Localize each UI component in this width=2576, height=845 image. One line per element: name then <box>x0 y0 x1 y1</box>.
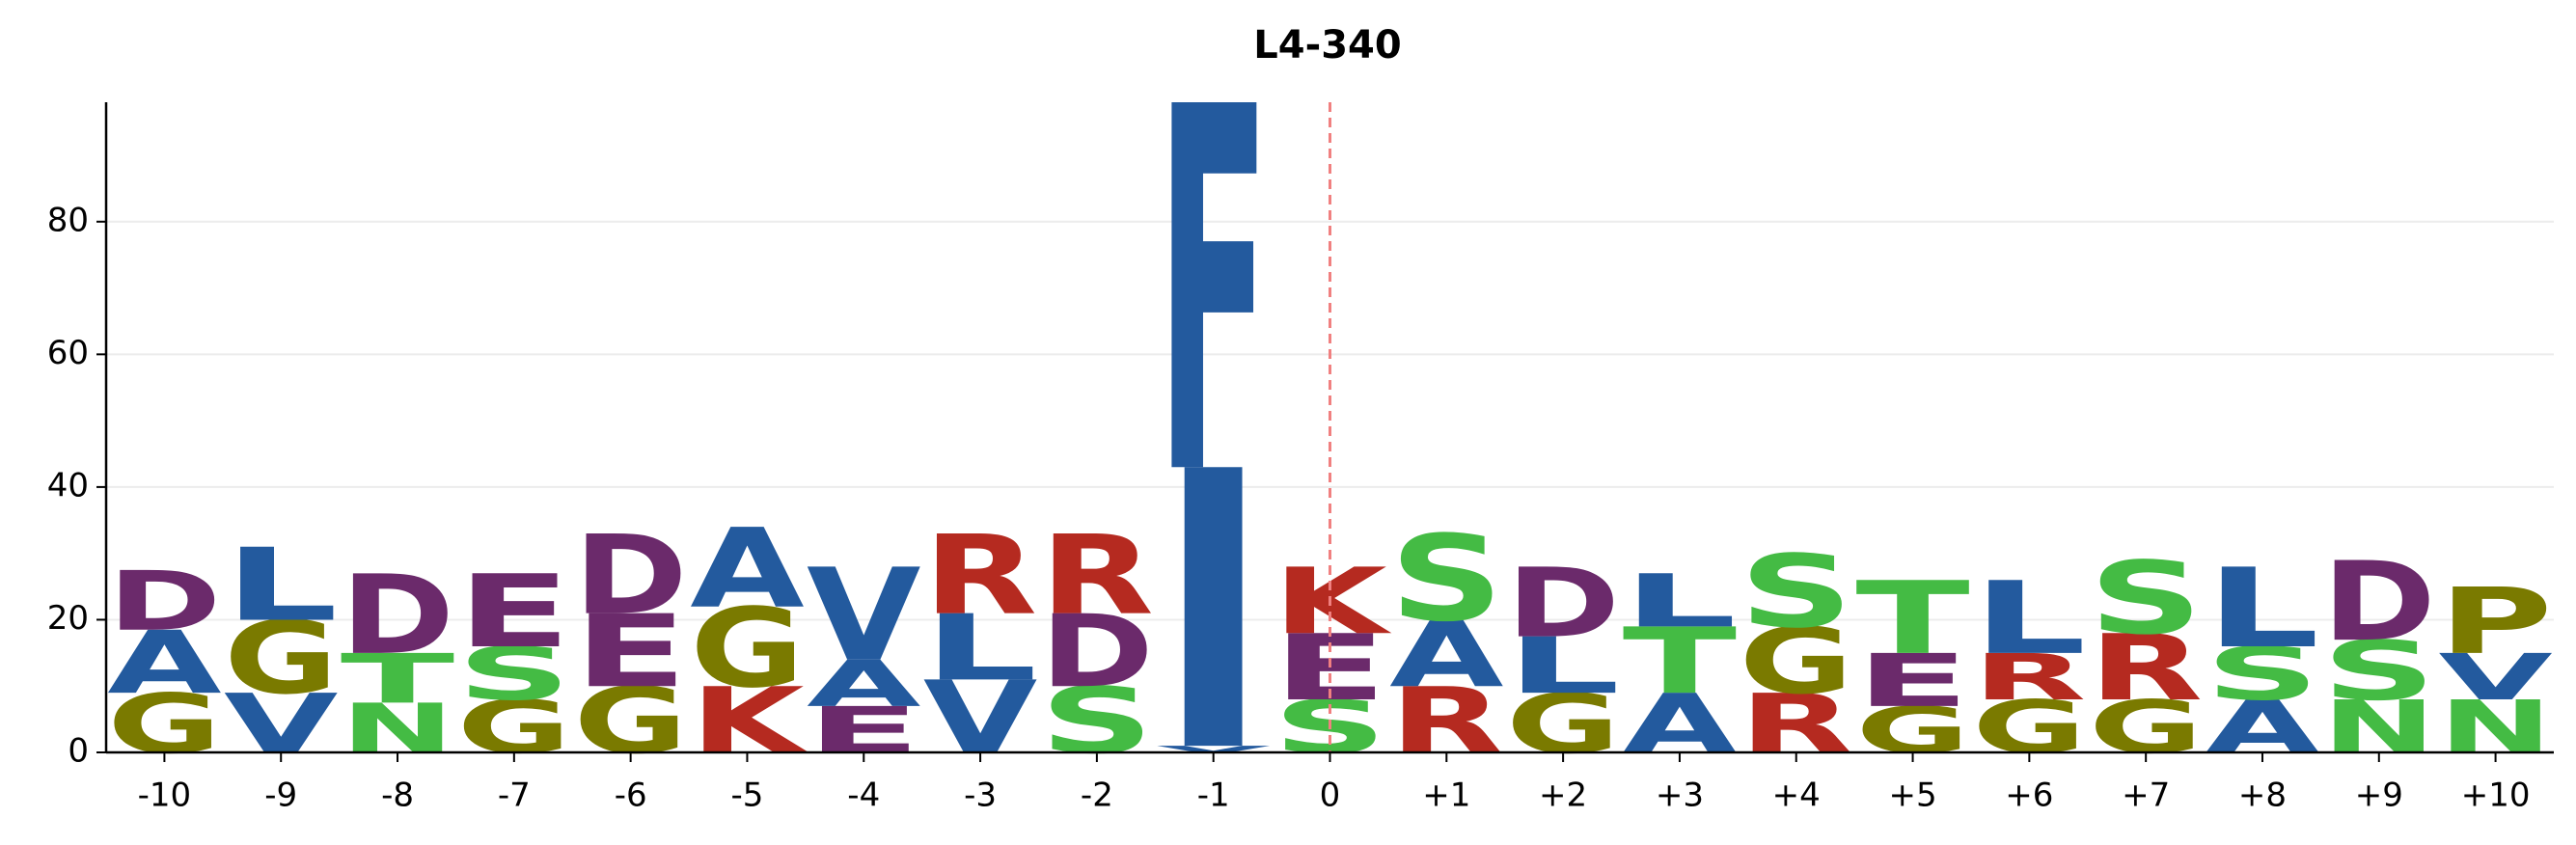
logo-letter: A <box>807 646 921 721</box>
x-tick-label: -9 <box>264 777 297 815</box>
logo-letter: G <box>1740 609 1853 715</box>
y-tick-label: 60 <box>47 334 89 372</box>
logo-letter: S <box>457 632 571 717</box>
logo-letter: V <box>923 660 1038 777</box>
x-tick-label: -5 <box>730 777 763 815</box>
logo-letter: N <box>2438 685 2552 770</box>
logo-letter: S <box>1740 534 1853 651</box>
logo-letter: L <box>224 528 338 644</box>
x-tick-label: +3 <box>1656 777 1704 815</box>
logo-letter: S <box>1389 511 1503 648</box>
logo-letter: R <box>1740 676 1853 772</box>
x-tick-label: +4 <box>1772 777 1821 815</box>
logo-letter: E <box>573 593 687 710</box>
logo-letter: E <box>1855 639 1969 723</box>
logo-letter: A <box>1389 602 1503 708</box>
y-tick-label: 40 <box>47 466 89 504</box>
x-tick-label: +9 <box>2355 777 2403 815</box>
logo-letter: R <box>2089 615 2203 722</box>
logo-letter: G <box>1972 685 2086 770</box>
logo-letter: A <box>2206 685 2320 770</box>
logo-letter: V <box>1156 744 1270 754</box>
logo-letter: K <box>690 668 809 775</box>
logo-letter: L <box>1972 560 2086 677</box>
logo-letter: T <box>1623 609 1737 715</box>
chart-title: L4-340 <box>1253 23 1401 68</box>
logo-letter: D <box>1040 593 1154 710</box>
logo-letter: E <box>457 554 571 670</box>
logo-letter: L <box>2206 546 2319 672</box>
logo-letter: G <box>573 668 687 775</box>
logo-letter: F <box>1156 4 1270 586</box>
logo-letter: R <box>923 513 1037 640</box>
x-tick-label: 0 <box>1320 777 1341 815</box>
x-tick-label: -2 <box>1081 777 1113 815</box>
x-tick-label: +2 <box>1539 777 1587 815</box>
logo-letter: V <box>2438 640 2553 714</box>
y-tick-label: 80 <box>47 201 89 239</box>
logo-letter: N <box>341 690 454 769</box>
x-tick-label: -7 <box>498 777 531 815</box>
logo-letter: E <box>807 693 920 767</box>
logo-letter: G <box>1506 676 1620 772</box>
logo-letter: R <box>1389 668 1503 775</box>
logo-letter: S <box>2322 623 2436 719</box>
logo-letter: D <box>341 553 454 679</box>
x-tick-label: -3 <box>964 777 997 815</box>
x-tick-label: -8 <box>381 777 414 815</box>
logo-letter: D <box>2322 539 2436 666</box>
logo-letter: L <box>1506 622 1620 712</box>
logo-letter: S <box>2206 632 2319 717</box>
logo-letter: G <box>224 600 338 717</box>
logo-letter: T <box>1855 560 1969 677</box>
logo-letter: I <box>1156 393 1270 837</box>
y-tick-label: 20 <box>47 599 89 638</box>
x-tick-label: -1 <box>1197 777 1230 815</box>
logo-letter: R <box>1972 640 2086 714</box>
logo-letter: G <box>2089 685 2203 770</box>
logo-letter: P <box>2438 568 2552 674</box>
logo-letter: V <box>224 676 339 772</box>
x-tick-label: -4 <box>847 777 880 815</box>
logo-letter: A <box>107 613 222 714</box>
logo-letter: A <box>690 506 805 633</box>
logo-letter: G <box>107 676 221 772</box>
logo-letter: L <box>1623 559 1737 643</box>
logo-letter: N <box>2322 685 2436 770</box>
x-tick-label: +7 <box>2122 777 2170 815</box>
logo-letter: D <box>1506 549 1620 659</box>
logo-letter: K <box>1273 549 1392 655</box>
logo-letter: G <box>457 685 571 770</box>
x-tick-label: -10 <box>138 777 192 815</box>
logo-letter: G <box>690 586 804 712</box>
logo-letter: T <box>341 641 454 720</box>
x-tick-label: +10 <box>2461 777 2531 815</box>
x-tick-label: -6 <box>615 777 647 815</box>
x-tick-label: +6 <box>2005 777 2053 815</box>
x-tick-label: +1 <box>1422 777 1470 815</box>
logo-letter: V <box>807 541 921 690</box>
x-tick-label: +8 <box>2238 777 2287 815</box>
x-tick-label: +5 <box>1888 777 1936 815</box>
logo-letter: D <box>107 554 221 649</box>
logo-letter: S <box>2089 540 2203 657</box>
y-tick-label: 0 <box>68 732 89 771</box>
logo-letter: G <box>1855 693 1969 767</box>
logo-letter: A <box>1623 676 1738 772</box>
logo-letter: L <box>923 595 1037 701</box>
logo-letter: S <box>1040 668 1154 775</box>
logo-letter: R <box>1040 513 1154 640</box>
logo-letter: D <box>573 513 687 640</box>
